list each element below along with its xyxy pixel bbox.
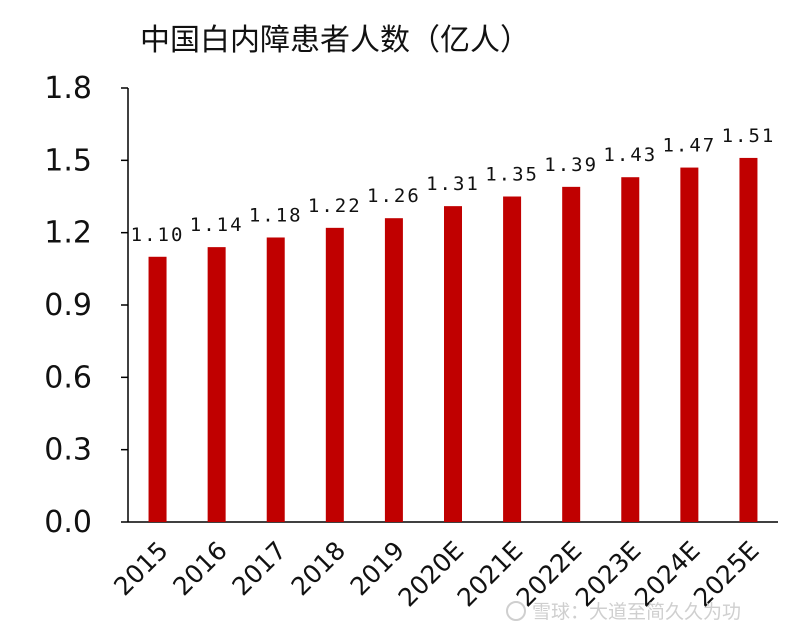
bar-2025E	[739, 157, 758, 522]
y-tick-label: 1.8	[44, 71, 92, 106]
bar-2024E	[680, 167, 699, 523]
data-label-2015: 1.10	[131, 224, 185, 246]
x-tick-label: 2020E	[393, 536, 470, 613]
bar-2022E	[562, 186, 581, 522]
y-tick-label: 0.0	[44, 505, 92, 540]
x-tick-label: 2016	[167, 536, 232, 601]
bar-2023E	[621, 177, 640, 522]
bar-2020E	[444, 206, 462, 522]
data-label-2024E: 1.47	[662, 135, 716, 157]
data-label-2021E: 1.35	[485, 164, 539, 186]
bar-2016	[207, 247, 226, 522]
y-tick-label: 0.9	[44, 288, 92, 323]
watermark: 雪球：大道至简久久为功	[506, 601, 741, 623]
x-tick-label: 2018	[286, 536, 351, 601]
bar-2018	[325, 227, 344, 522]
y-tick-label: 1.5	[44, 143, 92, 178]
snowball-logo-icon	[506, 601, 526, 621]
bar-2019	[384, 218, 403, 522]
watermark-text: 雪球：大道至简久久为功	[532, 601, 741, 623]
data-label-2019: 1.26	[367, 185, 421, 207]
y-tick-label: 0.6	[44, 360, 92, 395]
y-tick-label: 0.3	[44, 433, 92, 468]
data-label-2022E: 1.39	[544, 154, 598, 176]
x-tick-label: 2021E	[452, 536, 529, 613]
x-tick-label: 2015	[108, 536, 173, 601]
data-label-2025E: 1.51	[722, 125, 776, 147]
data-label-2020E: 1.31	[426, 173, 480, 195]
data-label-2016: 1.14	[190, 214, 244, 236]
y-tick-label: 1.2	[44, 216, 92, 251]
data-labels-group: 1.10 1.14 1.18 1.22 1.261.31 1.35 1.39 1.43 1.47…	[131, 125, 776, 246]
y-axis: 0.0 0.3 0.6 0.9 1.2 1.5 1.8	[44, 71, 128, 540]
data-label-2017: 1.18	[249, 204, 303, 226]
bars-group	[148, 157, 758, 523]
bar-2021E	[503, 196, 522, 522]
chart-title: 中国白内障患者人数（亿人）	[140, 23, 530, 58]
bar-2015	[148, 256, 167, 522]
bar-2017	[266, 237, 285, 522]
data-label-2018: 1.22	[308, 195, 362, 217]
data-label-2023E: 1.43	[603, 144, 657, 166]
x-tick-label: 2017	[226, 536, 291, 601]
